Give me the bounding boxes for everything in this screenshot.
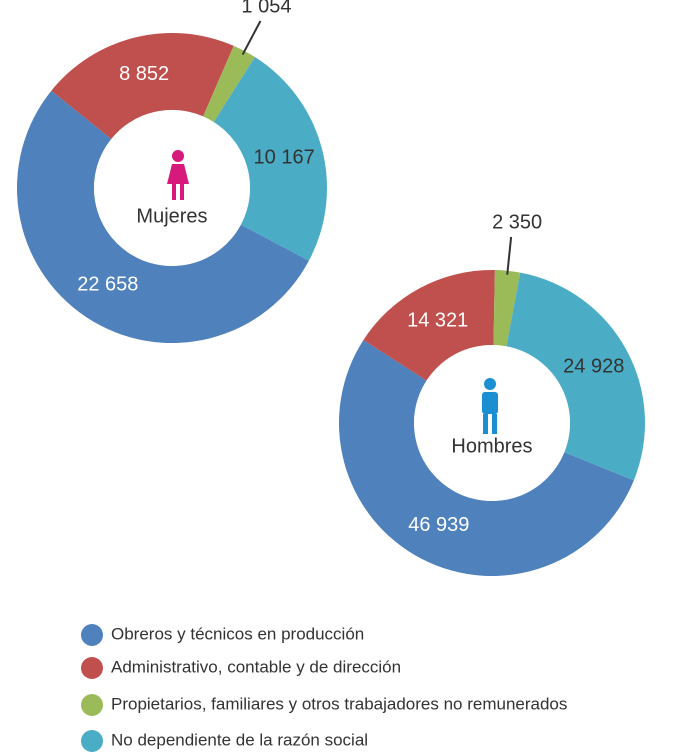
legend-label: No dependiente de la razón social (111, 730, 368, 749)
donut-slice (213, 57, 328, 261)
data-label: 24 928 (563, 356, 624, 378)
center-title: Hombres (451, 435, 532, 457)
data-label: 2 350 (492, 211, 542, 233)
legend-swatch (81, 694, 103, 716)
legend-swatch (81, 624, 103, 646)
data-label: 22 658 (77, 273, 138, 295)
donut-slice (51, 33, 234, 140)
donut-slice (363, 270, 495, 381)
leader-line (506, 236, 513, 275)
data-label: 1 054 (241, 0, 291, 17)
data-label: 10 167 (254, 147, 315, 169)
legend-label: Propietarios, familiares y otros trabaja… (111, 694, 567, 713)
donut-slice (203, 45, 255, 123)
data-label: 8 852 (119, 63, 169, 85)
male-icon (482, 378, 498, 434)
data-label: 14 321 (407, 309, 468, 331)
donut-slice (338, 339, 634, 576)
female-icon (167, 150, 189, 200)
donut-slice (506, 272, 645, 481)
legend-label: Administrativo, contable y de dirección (111, 657, 401, 676)
legend-swatch (81, 730, 103, 752)
data-label: 46 939 (408, 514, 469, 536)
legend-swatch (81, 657, 103, 679)
donut-slice (493, 270, 521, 347)
donut-slice (17, 90, 309, 343)
center-title: Mujeres (136, 205, 207, 227)
legend-label: Obreros y técnicos en producción (111, 624, 364, 643)
leader-line (241, 20, 262, 56)
